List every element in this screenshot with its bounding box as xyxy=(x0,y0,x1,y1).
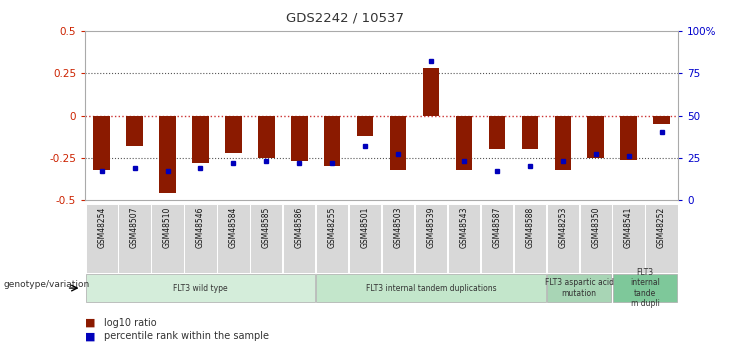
Bar xyxy=(448,204,480,273)
Text: GSM48253: GSM48253 xyxy=(558,207,568,248)
Bar xyxy=(86,274,315,302)
Bar xyxy=(93,116,110,170)
Bar xyxy=(258,116,275,158)
Bar xyxy=(151,204,184,273)
Text: ■: ■ xyxy=(85,318,96,327)
Bar xyxy=(225,116,242,153)
Text: log10 ratio: log10 ratio xyxy=(104,318,156,327)
Text: GSM48507: GSM48507 xyxy=(130,207,139,248)
Bar xyxy=(423,68,439,116)
Bar xyxy=(522,116,538,149)
Text: GSM48255: GSM48255 xyxy=(328,207,336,248)
Text: FLT3 wild type: FLT3 wild type xyxy=(173,284,227,293)
Text: percentile rank within the sample: percentile rank within the sample xyxy=(104,332,269,341)
Bar xyxy=(159,116,176,193)
Text: GSM48510: GSM48510 xyxy=(163,207,172,248)
Bar xyxy=(620,116,637,159)
Bar xyxy=(316,204,348,273)
Bar xyxy=(316,274,545,302)
Text: GSM48541: GSM48541 xyxy=(624,207,633,248)
Bar xyxy=(554,116,571,170)
Bar xyxy=(547,204,579,273)
Text: GSM48543: GSM48543 xyxy=(459,207,468,248)
Text: GSM48587: GSM48587 xyxy=(492,207,502,248)
Bar xyxy=(415,204,447,273)
Text: GSM48501: GSM48501 xyxy=(361,207,370,248)
Text: GSM48546: GSM48546 xyxy=(196,207,205,248)
Bar xyxy=(514,204,546,273)
Bar xyxy=(250,204,282,273)
Bar xyxy=(119,204,150,273)
Text: GDS2242 / 10537: GDS2242 / 10537 xyxy=(285,11,404,24)
Bar xyxy=(645,204,678,273)
Text: GSM48586: GSM48586 xyxy=(295,207,304,248)
Bar xyxy=(357,116,373,136)
Text: GSM48584: GSM48584 xyxy=(229,207,238,248)
Bar xyxy=(579,204,612,273)
Text: FLT3 aspartic acid
mutation: FLT3 aspartic acid mutation xyxy=(545,278,614,298)
Text: GSM48585: GSM48585 xyxy=(262,207,271,248)
Bar xyxy=(349,204,382,273)
Bar xyxy=(390,116,406,170)
Text: GSM48539: GSM48539 xyxy=(427,207,436,248)
Bar xyxy=(291,116,308,161)
Bar xyxy=(481,204,513,273)
Bar xyxy=(324,116,340,166)
Text: GSM48254: GSM48254 xyxy=(97,207,106,248)
Text: GSM48503: GSM48503 xyxy=(393,207,402,248)
Bar xyxy=(488,116,505,149)
Bar xyxy=(185,204,216,273)
Text: GSM48252: GSM48252 xyxy=(657,207,666,248)
Bar xyxy=(654,116,670,124)
Bar xyxy=(547,274,611,302)
Bar xyxy=(127,116,143,146)
Text: GSM48350: GSM48350 xyxy=(591,207,600,248)
Bar xyxy=(588,116,604,158)
Text: FLT3 internal tandem duplications: FLT3 internal tandem duplications xyxy=(366,284,496,293)
Text: genotype/variation: genotype/variation xyxy=(4,280,90,289)
Bar xyxy=(613,204,645,273)
Text: ■: ■ xyxy=(85,332,96,341)
Bar xyxy=(283,204,316,273)
Bar xyxy=(382,204,414,273)
Bar xyxy=(613,274,677,302)
Text: GSM48588: GSM48588 xyxy=(525,207,534,248)
Text: FLT3
internal
tande
m dupli: FLT3 internal tande m dupli xyxy=(630,268,660,308)
Bar xyxy=(217,204,250,273)
Bar xyxy=(456,116,472,170)
Bar xyxy=(192,116,209,163)
Bar xyxy=(85,204,118,273)
